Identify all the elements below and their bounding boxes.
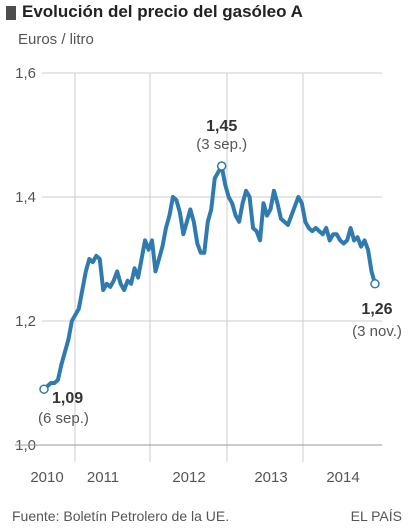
price-line [42,164,377,392]
y-axis-ticks: 1,01,21,41,6 [15,65,36,454]
source-note: Fuente: Boletín Petrolero de la UE. [12,508,230,524]
x-tick-label: 2013 [254,469,287,486]
x-tick-label: 2014 [326,469,359,486]
y-tick-label: 1,6 [15,65,36,82]
annotations: 1,09 (6 sep.) 1,45(3 sep.) 1,26 (3 nov.) [38,118,402,427]
title-marker [6,6,16,20]
line-chart: 1,01,21,41,6 2010 2011 2012 2013 2014 1,09(6… [15,65,402,486]
x-axis: 2010 2011 2012 2013 2014 [15,444,382,486]
marker-start [39,384,49,394]
x-tick-label: 2012 [172,469,205,486]
x-tick-label: 2011 [87,469,119,486]
x-tick-label: 2010 [30,469,63,486]
marker-end [370,279,380,289]
annotation-value-max: 1,45 [206,118,237,135]
annotation-value-end: 1,26 [361,301,392,318]
marker-max [216,161,227,171]
annotation-value-start: 1,09 [52,390,83,407]
y-tick-label: 1,2 [15,313,36,330]
brand-label: EL PAÍS [350,508,402,524]
chart-unit-label: Euros / litro [18,31,94,48]
annotation-date-max: (3 sep.) [196,136,247,153]
annotation-date-end: (3 nov.) [352,323,402,340]
annotation-date-start: (6 sep.) [38,410,89,427]
y-tick-label: 1,4 [15,189,36,206]
chart-title: Evolución del precio del gasóleo A [22,2,303,21]
